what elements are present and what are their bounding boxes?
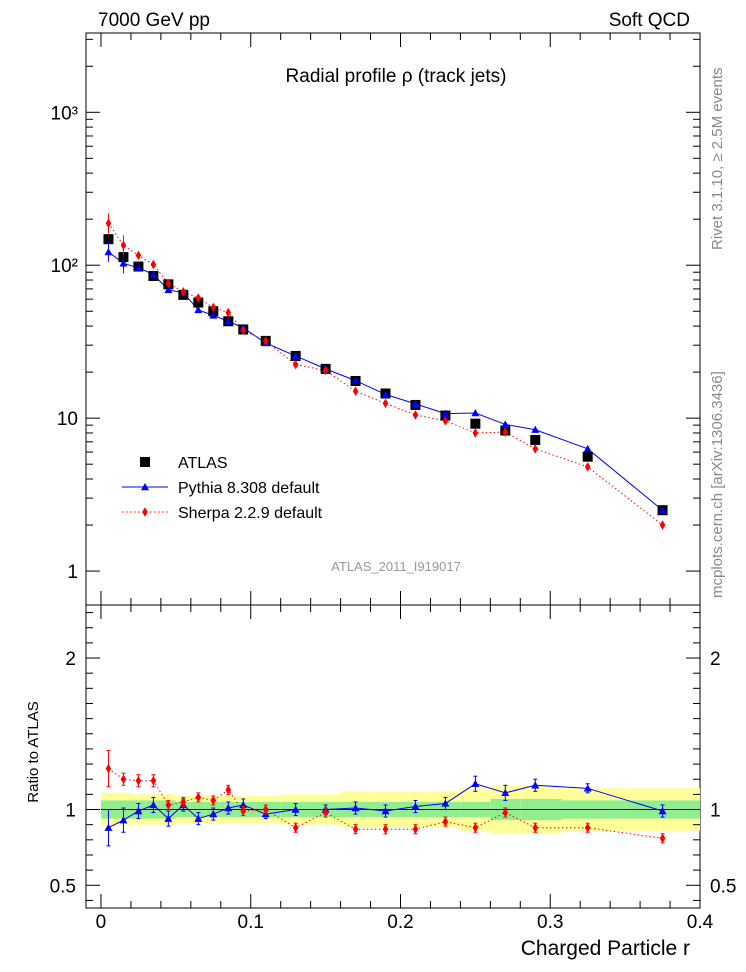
pythia-ratio-point	[658, 807, 667, 815]
pythia-ratio-point	[134, 807, 143, 815]
ratio-frame	[85, 604, 701, 909]
sherpa-ratio-point	[292, 822, 299, 833]
ratio-ytick-label: 0.5	[50, 876, 76, 897]
sherpa-ratio-point	[210, 795, 217, 806]
sherpa-ratio-point	[322, 807, 329, 818]
ratio-ylabel: Ratio to ATLAS	[25, 701, 42, 802]
ratio-xtick-label: 0	[96, 912, 107, 933]
pythia-ratio-point	[194, 814, 203, 822]
sherpa-ratio-point	[105, 763, 112, 774]
pythia-ratio-point	[224, 804, 233, 812]
sherpa-ratio-point	[412, 824, 419, 835]
pythia-legend-label: Pythia 8.308 default	[178, 480, 320, 497]
ratio-series-markers	[104, 749, 667, 847]
ratio-xtick-label: 0.4	[687, 912, 714, 933]
x-axis-label: Charged Particle r	[521, 937, 690, 960]
main-ticks: 1 10 10² 10³	[51, 33, 701, 605]
header-left: 7000 GeV pp	[98, 10, 210, 31]
ratio-ytick-label-right: 1	[710, 801, 721, 822]
sherpa-legend-label: Sherpa 2.2.9 default	[178, 505, 323, 522]
ratio-ticks: 0.5 0.5 1 1 2 2 0 0.1 0.2 0.3 0.4	[50, 605, 736, 933]
atlas-main-point	[582, 451, 593, 462]
atlas-main-point	[470, 418, 481, 429]
pythia-ratio-line	[108, 783, 663, 829]
pythia-ratio-point	[441, 799, 450, 807]
sherpa-ratio-point	[135, 775, 142, 786]
sherpa-ratio-point	[165, 800, 172, 810]
sherpa-ratio-point	[262, 804, 269, 815]
pythia-ratio-point	[501, 788, 510, 797]
main-series-markers	[103, 213, 668, 530]
sherpa-ratio-point	[240, 806, 247, 816]
pythia-ratio-point	[531, 781, 540, 789]
ratio-ytick-label: 2	[65, 649, 76, 670]
sherpa-main-line	[108, 223, 663, 526]
sherpa-legend-marker	[142, 507, 148, 517]
sherpa-ratio-point	[352, 824, 359, 835]
pythia-main-line	[108, 251, 663, 511]
main-ytick-label: 10³	[51, 103, 78, 124]
sherpa-ratio-point	[150, 775, 157, 786]
pythia-ratio-point	[209, 810, 218, 818]
sherpa-ratio-point	[382, 824, 389, 835]
analysis-label: ATLAS_2011_I919017	[331, 559, 461, 574]
pythia-ratio-point	[471, 779, 480, 787]
ratio-series-lines	[108, 768, 663, 839]
sherpa-ratio-point	[442, 816, 449, 827]
main-title: Radial profile ρ (track jets)	[286, 66, 507, 87]
ratio-ytick-label-right: 2	[710, 649, 721, 670]
sherpa-ratio-point	[659, 833, 666, 844]
pythia-ratio-point	[291, 805, 300, 813]
sherpa-ratio-point	[472, 822, 479, 833]
rivet-side-label: Rivet 3.1.10, ≥ 2.5M events	[709, 68, 726, 251]
main-ytick-label: 1	[67, 562, 78, 583]
pythia-ratio-point	[583, 784, 592, 792]
main-ytick-label: 10²	[51, 256, 78, 277]
ratio-ytick-label: 1	[65, 801, 76, 822]
atlas-legend-marker	[140, 457, 150, 467]
sherpa-ratio-point	[120, 774, 127, 785]
main-ytick-label: 10	[57, 409, 78, 430]
ratio-ytick-label-right: 0.5	[710, 876, 736, 897]
sherpa-ratio-point	[532, 822, 539, 833]
ratio-xtick-label: 0.3	[537, 912, 563, 933]
ratio-bands	[100, 785, 700, 834]
ratio-xtick-label: 0.1	[238, 912, 264, 933]
pythia-ratio-point	[381, 807, 390, 815]
pythia-ratio-point	[351, 804, 360, 812]
pythia-ratio-point	[411, 802, 420, 810]
main-series-lines	[108, 223, 663, 526]
ratio-xtick-label: 0.2	[387, 912, 413, 933]
header-right: Soft QCD	[609, 10, 690, 31]
pythia-ratio-point	[149, 800, 158, 809]
legend: ATLAS Pythia 8.308 default Sherpa 2.2.9 de…	[122, 455, 323, 522]
ratio-panel: 0.5 0.5 1 1 2 2 0 0.1 0.2 0.3 0.4 Ratio to ATLAS C…	[25, 604, 736, 960]
sherpa-ratio-point	[584, 822, 591, 833]
atlas-main-point	[103, 234, 114, 245]
sherpa-ratio-point	[195, 792, 202, 803]
sherpa-ratio-point	[502, 807, 509, 818]
sherpa-ratio-point	[180, 797, 187, 807]
pythia-ratio-point	[119, 816, 128, 824]
atlas-legend-label: ATLAS	[178, 455, 228, 472]
mcplots-side-label: mcplots.cern.ch [arXiv:1306.3436]	[709, 371, 726, 598]
atlas-main-point	[530, 434, 541, 445]
pythia-ratio-point	[164, 814, 173, 822]
pythia-ratio-point	[104, 823, 113, 831]
pythia-legend-marker	[141, 483, 149, 491]
sherpa-ratio-point	[225, 785, 232, 795]
